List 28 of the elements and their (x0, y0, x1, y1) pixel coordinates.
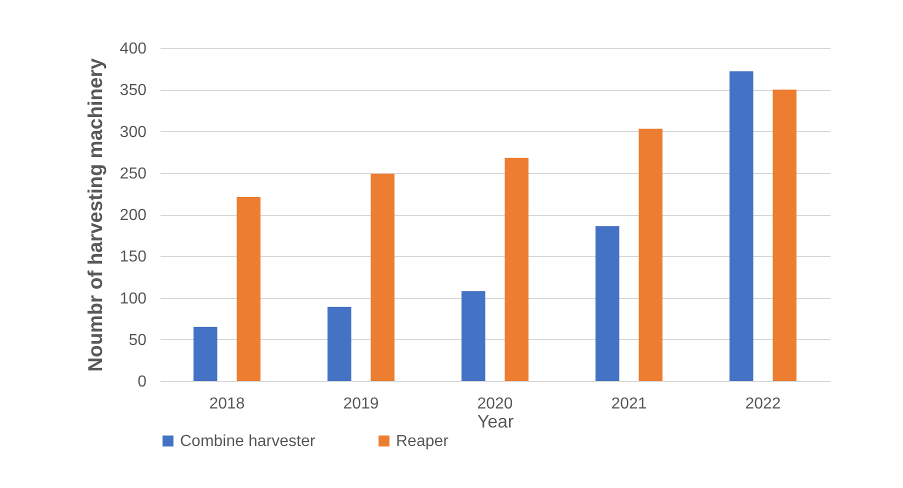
bar (772, 90, 796, 381)
y-axis-title: Noumbr of harvesting machinery (84, 57, 107, 372)
bar (328, 306, 352, 381)
x-tick-label: 2018 (209, 396, 245, 412)
y-tick-label: 0 (138, 374, 147, 390)
x-tick-label: 2022 (745, 396, 781, 412)
legend-label: Combine harvester (180, 433, 316, 450)
bar (370, 174, 394, 381)
y-tick-label: 300 (120, 124, 147, 141)
bar (638, 128, 662, 381)
x-tick-label: 2019 (343, 396, 379, 412)
y-tick-label: 50 (128, 332, 147, 349)
y-tick-label: 250 (120, 165, 147, 182)
x-tick-label: 2020 (477, 396, 513, 412)
y-tick-label: 350 (120, 82, 147, 100)
bar (596, 226, 620, 381)
bar (236, 197, 260, 381)
x-axis-title: Year (477, 412, 514, 432)
y-tick-label: 200 (120, 207, 147, 224)
bar (462, 291, 486, 381)
legend-label: Reaper (396, 433, 450, 450)
bar (730, 71, 754, 381)
x-tick-label: 2021 (611, 396, 647, 412)
y-tick-label: 150 (120, 248, 147, 266)
y-tick-label: 400 (120, 40, 147, 58)
bar (504, 158, 528, 381)
bar (194, 326, 218, 381)
y-tick-label: 100 (120, 290, 147, 308)
